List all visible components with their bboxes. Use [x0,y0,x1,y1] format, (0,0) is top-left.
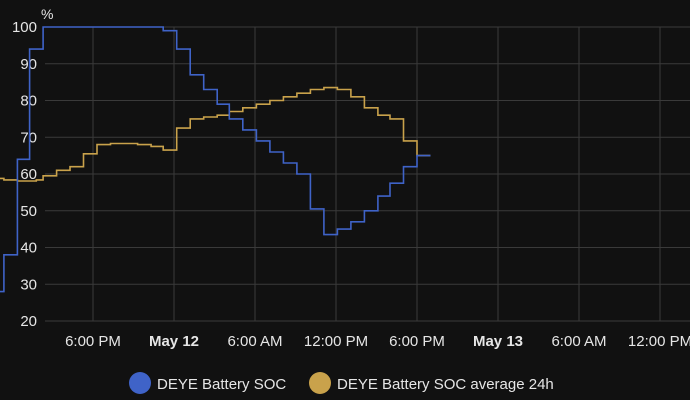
y-tick-label: 80 [20,93,37,110]
x-tick-label: 6:00 AM [551,333,606,350]
x-tick-label: May 13 [473,333,523,350]
y-axis: 20 30 40 50 60 70 80 90 100 [12,19,37,330]
y-tick-label: 30 [20,276,37,293]
y-tick-label: 60 [20,166,37,183]
y-axis-unit: % [41,6,53,22]
legend[interactable]: DEYE Battery SOC DEYE Battery SOC average… [129,372,554,394]
series [0,26,431,293]
grid [45,26,690,322]
legend-swatch [309,372,331,394]
y-tick-label: 90 [20,56,37,73]
y-tick-label: 20 [20,313,37,330]
legend-label: DEYE Battery SOC average 24h [337,376,554,393]
x-tick-label: 6:00 AM [227,333,282,350]
legend-item[interactable]: DEYE Battery SOC [129,372,286,394]
y-tick-label: 50 [20,203,37,220]
y-tick-label: 40 [20,240,37,257]
y-tick-label: 100 [12,19,37,36]
y-tick-label: 70 [20,129,37,146]
legend-swatch [129,372,151,394]
x-tick-label: 6:00 PM [389,333,445,350]
x-tick-label: 12:00 PM [304,333,368,350]
x-axis: 6:00 PM May 12 6:00 AM 12:00 PM 6:00 PM May 1… [65,333,690,350]
x-tick-label: May 12 [149,333,199,350]
legend-item[interactable]: DEYE Battery SOC average 24h [309,372,554,394]
series-line-soc-average [0,86,431,182]
series-line-soc [0,26,431,293]
x-tick-label: 6:00 PM [65,333,121,350]
legend-label: DEYE Battery SOC [157,376,286,393]
x-tick-label: 12:00 PM [628,333,690,350]
